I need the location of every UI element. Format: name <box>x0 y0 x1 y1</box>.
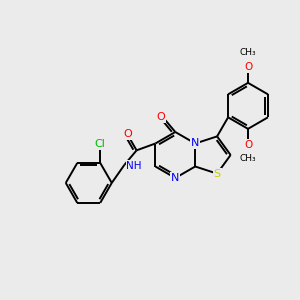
Text: O: O <box>156 112 165 122</box>
Text: O: O <box>244 140 252 150</box>
Text: CH₃: CH₃ <box>240 154 256 163</box>
Text: O: O <box>123 129 132 139</box>
Text: S: S <box>214 169 221 178</box>
Text: O: O <box>244 62 252 72</box>
Text: N: N <box>171 173 179 183</box>
Text: N: N <box>191 139 200 148</box>
Text: NH: NH <box>126 161 142 171</box>
Text: CH₃: CH₃ <box>240 48 256 57</box>
Text: Cl: Cl <box>95 139 106 149</box>
